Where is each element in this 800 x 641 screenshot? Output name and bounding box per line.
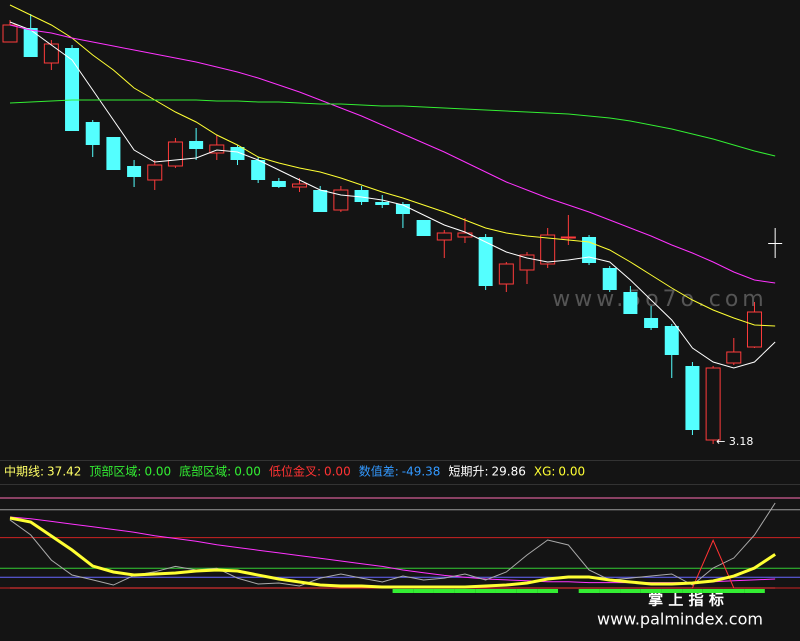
candle-body [478, 237, 493, 286]
candle-body [127, 166, 142, 177]
legend-name: XG: [534, 465, 556, 479]
signal-bar [433, 589, 455, 593]
candle-body [2, 24, 18, 43]
legend-value: 0.00 [558, 465, 585, 479]
legend-name: 数值差: [359, 464, 399, 479]
candle-body [726, 351, 742, 364]
footer-url: www.palmindex.com [597, 610, 763, 629]
signal-bar [537, 589, 559, 593]
candle-body [685, 366, 700, 430]
signal-bar [413, 589, 434, 593]
footer-brand: 掌 上 指 标 [648, 591, 724, 609]
signal-bar [578, 589, 600, 593]
moving-average-line [9, 21, 776, 369]
candle-body [623, 292, 638, 314]
candle-body [271, 181, 286, 187]
candle-body [644, 318, 659, 328]
candle-body [498, 263, 514, 285]
candle-body [540, 234, 556, 265]
moving-average-line [9, 24, 776, 284]
candle-body [416, 220, 431, 236]
candle-body [354, 190, 369, 202]
legend-name: 低位金叉: [269, 464, 321, 479]
signal-bar [392, 589, 414, 593]
indicator-line [9, 516, 776, 589]
candle-body [582, 237, 597, 263]
candle-body [313, 190, 328, 212]
signal-bar [744, 589, 765, 593]
candle-body [106, 137, 121, 170]
legend-name: 短期升: [448, 465, 488, 479]
candle-body [147, 164, 163, 181]
candle-body [375, 202, 390, 205]
candle-body [209, 144, 225, 154]
legend-value: 0.00 [324, 465, 351, 479]
candle-body [519, 254, 535, 271]
candle-body [664, 326, 679, 355]
candle-body [705, 367, 721, 441]
signal-bar [599, 589, 621, 593]
signal-bar [495, 589, 517, 593]
candle-body [333, 189, 349, 211]
candle-body [43, 43, 59, 64]
candle-body [189, 141, 204, 149]
legend-value: 37.42 [47, 465, 81, 479]
candle-body [85, 122, 100, 145]
candle-body [251, 160, 266, 180]
moving-average-line [9, 99, 776, 157]
candle-body [560, 236, 576, 239]
legend-name: 底部区域: [179, 464, 231, 479]
signal-bar [702, 589, 724, 593]
candle-body [457, 232, 473, 238]
low-annotation: ← 3.18 [716, 435, 753, 448]
legend-value: -49.38 [402, 465, 441, 479]
candle-body [292, 183, 308, 188]
candle-body [167, 141, 183, 167]
signal-bar [454, 589, 476, 593]
candle-body [23, 28, 38, 57]
signal-bar [620, 589, 641, 593]
signal-bar [640, 589, 662, 593]
legend-name: 顶部区域: [89, 464, 141, 479]
candle-body [746, 311, 762, 348]
candle-body [436, 232, 452, 241]
candle-body [768, 243, 783, 244]
moving-average-line [9, 4, 776, 327]
legend-value: 0.00 [144, 465, 171, 479]
candle-body [395, 204, 410, 214]
signal-bar [682, 589, 703, 593]
candle-body [230, 147, 245, 160]
legend-value: 29.86 [491, 465, 525, 479]
watermark: www.5o7o.com [552, 287, 767, 312]
signal-bar [516, 589, 538, 593]
candle-body [602, 268, 617, 290]
signal-bar [661, 589, 683, 593]
candle-body [65, 48, 80, 131]
signal-bar [723, 589, 745, 593]
signal-bar [475, 589, 496, 593]
legend-name: 中期线: [4, 464, 44, 479]
legend-value: 0.00 [234, 465, 261, 479]
